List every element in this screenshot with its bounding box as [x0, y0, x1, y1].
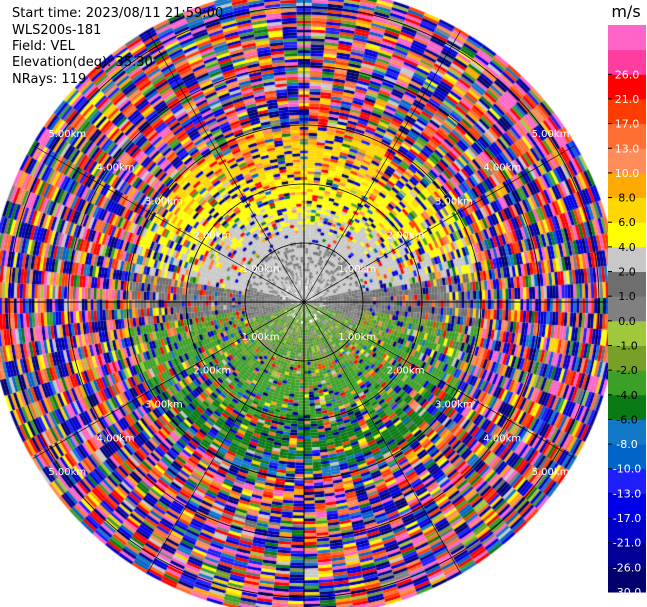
- elevation-label: Elevation(deg): 35.30: [12, 55, 153, 70]
- instrument-label: WLS200s-181: [12, 23, 102, 38]
- nrays-label: NRays: 119: [12, 72, 87, 87]
- azimuth-spoke: [303, 145, 575, 303]
- range-label: 3.00km: [435, 196, 473, 207]
- range-label: 5.00km: [532, 467, 570, 478]
- colorbar-segment: [608, 394, 646, 420]
- colorbar-tick-label: -6.0: [616, 413, 637, 426]
- colorbar-segment: [608, 493, 646, 519]
- colorbar-segment: [608, 345, 646, 371]
- colorbar-segment: [608, 320, 646, 346]
- colorbar-segment: [608, 49, 646, 75]
- azimuth-spoke: [303, 31, 461, 303]
- colorbar-tick-label: 2.0: [618, 266, 636, 279]
- azimuth-spoke: [303, 301, 575, 459]
- colorbar-segment: [608, 542, 646, 568]
- colorbar-segment: [608, 370, 646, 396]
- colorbar-tick-label: 0.0: [618, 315, 636, 328]
- range-label: 1.00km: [338, 332, 376, 343]
- colorbar-tick-label: -10.0: [613, 463, 641, 476]
- colorbar-segment: [608, 98, 646, 125]
- range-label: 3.00km: [145, 400, 183, 411]
- colorbar-segment: [608, 246, 646, 273]
- range-label: 4.00km: [483, 433, 521, 444]
- colorbar-tick-label: 4.0: [618, 241, 636, 254]
- colorbar-segment: [608, 197, 646, 223]
- range-label: 1.00km: [338, 264, 376, 275]
- range-label: 3.00km: [145, 196, 183, 207]
- field-label: Field: VEL: [12, 39, 75, 54]
- colorbar-segment: [608, 74, 646, 100]
- azimuth-spoke: [147, 301, 305, 573]
- range-label: 5.00km: [532, 129, 570, 140]
- azimuth-spoke: [303, 301, 461, 573]
- colorbar-tick-label: 8.0: [618, 192, 636, 205]
- range-label: 2.00km: [387, 230, 425, 241]
- azimuth-spoke: [33, 145, 305, 303]
- colorbar-segment: [608, 271, 646, 297]
- colorbar-tick-label: -2.0: [616, 364, 637, 377]
- colorbar-segment: [608, 518, 646, 544]
- range-label: 2.00km: [387, 366, 425, 377]
- colorbar-tick-label: -13.0: [613, 487, 641, 500]
- colorbar-segment: [608, 148, 646, 174]
- range-label: 3.00km: [435, 400, 473, 411]
- colorbar-tick-label: 6.0: [618, 216, 636, 229]
- colorbar-tick-label: 21.0: [615, 93, 640, 106]
- colorbar-segment: [608, 444, 646, 470]
- colorbar-tick-label: 1.0: [618, 290, 636, 303]
- colorbar-segment: [608, 123, 646, 149]
- colorbar-tick-label: 26.0: [615, 68, 640, 81]
- colorbar-tick-label: -30.0: [613, 586, 641, 599]
- colorbar-tick-label: -1.0: [616, 339, 637, 352]
- colorbar-tick-label: 10.0: [615, 167, 640, 180]
- colorbar-segment: [608, 468, 646, 494]
- colorbar-tick-label: -26.0: [613, 561, 641, 574]
- azimuth-spoke: [147, 31, 305, 303]
- range-label: 1.00km: [242, 264, 280, 275]
- range-label: 5.00km: [48, 129, 86, 140]
- colorbar-segment: [608, 296, 646, 322]
- range-label: 4.00km: [97, 433, 135, 444]
- colorbar-units-label: m/s: [611, 2, 640, 21]
- colorbar-tick-label: 13.0: [615, 142, 640, 155]
- range-label: 4.00km: [97, 163, 135, 174]
- colorbar-tick-label: -8.0: [616, 438, 637, 451]
- range-label: 4.00km: [483, 163, 521, 174]
- colorbar-segment: [608, 222, 646, 248]
- azimuth-spoke: [33, 301, 305, 459]
- colorbar-segment: [608, 419, 646, 445]
- colorbar-tick-label: -21.0: [613, 537, 641, 550]
- colorbar-tick-label: -17.0: [613, 512, 641, 525]
- colorbar-tick-label: 17.0: [615, 118, 640, 131]
- colorbar-segment: [608, 25, 646, 51]
- range-label: 2.00km: [193, 366, 231, 377]
- range-label: 1.00km: [242, 332, 280, 343]
- range-label: 2.00km: [193, 230, 231, 241]
- start-time-label: Start time: 2023/08/11 21:59:00: [12, 6, 224, 21]
- colorbar-segment: [608, 567, 646, 593]
- colorbar-tick-label: -4.0: [616, 389, 637, 402]
- colorbar-segment: [608, 172, 646, 199]
- range-label: 5.00km: [48, 467, 86, 478]
